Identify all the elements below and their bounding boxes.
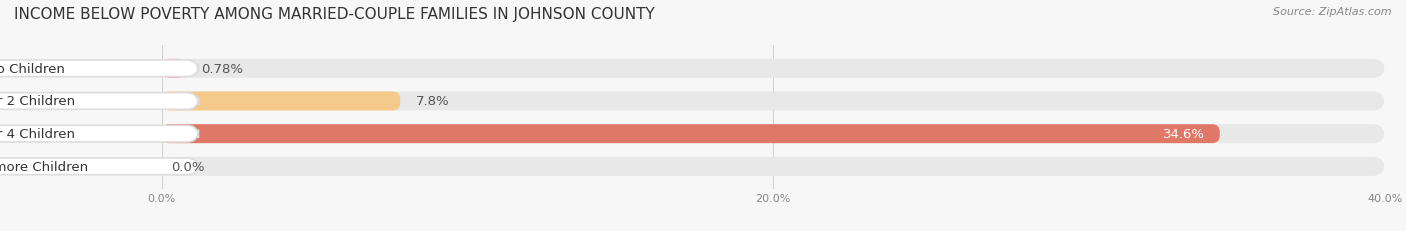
Text: Source: ZipAtlas.com: Source: ZipAtlas.com — [1274, 7, 1392, 17]
FancyBboxPatch shape — [162, 157, 1385, 176]
FancyBboxPatch shape — [0, 93, 198, 110]
Text: 7.8%: 7.8% — [416, 95, 449, 108]
Text: 0.78%: 0.78% — [201, 63, 243, 76]
Text: 34.6%: 34.6% — [1163, 128, 1205, 140]
FancyBboxPatch shape — [162, 125, 1385, 143]
FancyBboxPatch shape — [162, 60, 1385, 78]
FancyBboxPatch shape — [0, 61, 198, 77]
Text: No Children: No Children — [0, 63, 65, 76]
FancyBboxPatch shape — [162, 125, 1220, 143]
Text: 3 or 4 Children: 3 or 4 Children — [0, 128, 75, 140]
FancyBboxPatch shape — [162, 92, 401, 111]
Text: 0.0%: 0.0% — [172, 160, 204, 173]
FancyBboxPatch shape — [162, 92, 1385, 111]
FancyBboxPatch shape — [162, 60, 186, 78]
FancyBboxPatch shape — [0, 158, 198, 175]
Text: INCOME BELOW POVERTY AMONG MARRIED-COUPLE FAMILIES IN JOHNSON COUNTY: INCOME BELOW POVERTY AMONG MARRIED-COUPL… — [14, 7, 655, 22]
Text: 5 or more Children: 5 or more Children — [0, 160, 89, 173]
FancyBboxPatch shape — [0, 126, 198, 142]
Text: 1 or 2 Children: 1 or 2 Children — [0, 95, 75, 108]
